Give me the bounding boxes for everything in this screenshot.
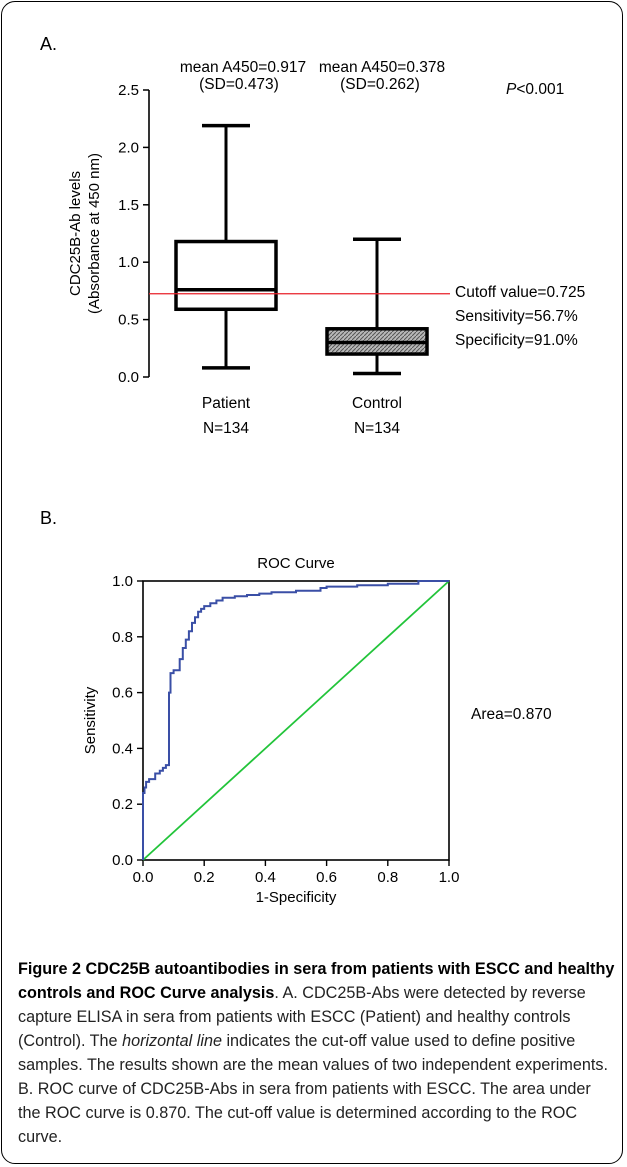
figure-canvas: A. mean A450=0.917 (SD=0.473) mean A450=… (40, 34, 585, 906)
roc-curve-line (142, 580, 449, 860)
roc-x-tick-label: 0.8 (377, 869, 398, 886)
roc-y-tick-label: 0.4 (112, 740, 133, 757)
roc-y-tick-label: 1.0 (112, 573, 133, 590)
roc-x-tick-label: 0.6 (316, 869, 337, 886)
a-y-tick-label: 1.5 (118, 197, 139, 214)
figure-caption: Figure 2 CDC25B autoantibodies in sera f… (18, 957, 616, 1149)
a-y-tick-label: 0.0 (118, 369, 139, 386)
a-category-label: Patient (202, 395, 251, 412)
panel-b-label: B. (40, 508, 57, 528)
roc-x-tick-label: 0.2 (194, 869, 215, 886)
box-patient (174, 239, 278, 312)
sensitivity-label: Sensitivity=56.7% (455, 308, 578, 325)
specificity-label: Specificity=91.0% (455, 332, 578, 349)
roc-y-tick-label: 0.0 (112, 852, 133, 869)
patient-mean-label: mean A450=0.917 (180, 59, 306, 76)
a-category-label: Control (352, 395, 402, 412)
roc-y-axis-label: Sensitivity (82, 686, 99, 754)
caption-text-part-1: . A. CDC25B-Abs were detected by reverse… (18, 984, 586, 1050)
patient-sd-label: (SD=0.473) (199, 76, 279, 93)
patient-n-label: N=134 (203, 420, 249, 437)
roc-plot-frame (142, 580, 450, 861)
control-sd-label: (SD=0.262) (340, 76, 420, 93)
caption-text-part-2: indicates the cut-off value used to defi… (18, 1032, 608, 1146)
roc-x-tick-label: 1.0 (439, 869, 460, 886)
p-value-label: P<0.001 (506, 81, 564, 98)
box-plot: 0.0 0.5 1.0 1.5 2.0 2.5 CDC25B-Ab levels (Absor… (67, 82, 450, 412)
control-mean-label: mean A450=0.378 (319, 59, 445, 76)
control-n-label: N=134 (354, 420, 400, 437)
roc-title: ROC Curve (257, 555, 335, 572)
a-y-tick-label: 2.5 (118, 82, 139, 99)
roc-y-tick-label: 0.8 (112, 629, 133, 646)
caption-title: Figure 2 CDC25B autoantibodies in sera f… (18, 960, 615, 1002)
cutoff-label: Cutoff value=0.725 (455, 284, 585, 301)
roc-y-tick-label: 0.2 (112, 796, 133, 813)
roc-x-tick-label: 0.0 (133, 869, 154, 886)
caption-italic-text: horizontal line (122, 1032, 222, 1050)
a-y-axis-label-2: (Absorbance at 450 nm) (86, 153, 103, 314)
roc-y-tick-label: 0.6 (112, 685, 133, 702)
a-y-axis-label: CDC25B-Ab levels (67, 171, 84, 296)
reference-diagonal-line (142, 580, 450, 861)
roc-plot: ROC Curve 0.0 0.2 0.4 0.6 0.8 1.0 0.0 0.2 0.4 0.6 0… (82, 555, 459, 906)
a-y-tick-label: 1.0 (118, 254, 139, 271)
roc-x-axis-label: 1-Specificity (256, 889, 337, 906)
roc-x-tick-label: 0.4 (255, 869, 276, 886)
a-y-tick-label: 2.0 (118, 139, 139, 156)
panel-a-label: A. (40, 34, 57, 54)
a-y-tick-label: 0.5 (118, 312, 139, 329)
area-label: Area=0.870 (471, 706, 552, 723)
